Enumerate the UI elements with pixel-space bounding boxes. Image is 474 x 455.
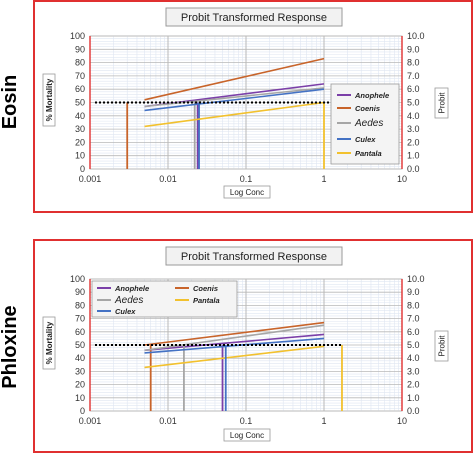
phloxine-y-tick-label-left: 0 bbox=[80, 406, 85, 416]
eosin-ylabel-right: Probit bbox=[438, 92, 447, 114]
phloxine-y-tick-label-left: 10 bbox=[75, 393, 85, 403]
phloxine-y-tick-label-left: 40 bbox=[75, 353, 85, 363]
eosin-y-tick-label-right: 7.0 bbox=[407, 71, 420, 81]
phloxine-panel-frame bbox=[33, 239, 473, 453]
eosin-y-tick-label-right: 2.0 bbox=[407, 137, 420, 147]
phloxine-legend-box bbox=[91, 280, 238, 318]
phloxine-x-tick-label: 0.001 bbox=[79, 416, 102, 426]
eosin-y-tick-label-right: 4.0 bbox=[407, 111, 420, 121]
phloxine-probit-chart: 0.001 0.01 0.1 1 1001020304050607080901000.0… bbox=[42, 246, 449, 442]
phloxine-y-tick-label-right: 8.0 bbox=[407, 300, 420, 310]
phloxine-y-tick-label-right: 2.0 bbox=[407, 380, 420, 390]
eosin-y-tick-label-right: 8.0 bbox=[407, 58, 420, 68]
phloxine-series-line-culex bbox=[144, 337, 325, 354]
eosin-y-tick-label-right: 3.0 bbox=[407, 124, 420, 134]
phloxine-legend-label-culex: Culex bbox=[115, 307, 136, 316]
eosin-y-tick-label-right: 5.0 bbox=[407, 98, 420, 108]
phloxine-legend-label-pantala: Pantala bbox=[193, 296, 220, 305]
eosin-series-line-coenis bbox=[144, 57, 325, 101]
eosin-ylabel-right-box bbox=[434, 87, 449, 119]
eosin-y-tick-label-left: 50 bbox=[75, 98, 85, 108]
phloxine-y-tick-label-right: 7.0 bbox=[407, 314, 420, 324]
phloxine-y-tick-label-left: 100 bbox=[70, 274, 85, 284]
phloxine-y-tick-label-right: 3.0 bbox=[407, 366, 420, 376]
phloxine-legend-label-aedes: Aedes bbox=[114, 295, 143, 306]
eosin-x-tick-label: 10 bbox=[397, 174, 407, 184]
eosin-x-tick-label: 1 bbox=[321, 174, 326, 184]
eosin-x-tick-label: 0.01 bbox=[159, 174, 177, 184]
phloxine-ylabel-right: Probit bbox=[438, 335, 447, 357]
eosin-y-tick-label-left: 70 bbox=[75, 71, 85, 81]
phloxine-y-tick-label-right: 9.0 bbox=[407, 287, 420, 297]
eosin-xlabel: Log Conc bbox=[230, 188, 264, 197]
phloxine-y-tick-label-right: 0.0 bbox=[407, 406, 420, 416]
phloxine-y-tick-label-right: 10.0 bbox=[407, 274, 425, 284]
eosin-y-tick-label-left: 30 bbox=[75, 124, 85, 134]
phloxine-x-tick-label: 0.01 bbox=[159, 416, 177, 426]
phloxine-y-tick-label-left: 60 bbox=[75, 327, 85, 337]
phloxine-y-tick-label-right: 5.0 bbox=[407, 340, 420, 350]
eosin-ylabel-left-box bbox=[42, 73, 56, 127]
eosin-y-tick-label-left: 100 bbox=[70, 31, 85, 41]
phloxine-y-tick-label-left: 20 bbox=[75, 380, 85, 390]
phloxine-y-tick-label-left: 70 bbox=[75, 314, 85, 324]
eosin-xlabel-box bbox=[223, 185, 271, 199]
eosin-y-tick-label-left: 20 bbox=[75, 137, 85, 147]
eosin-ylabel-left: % Mortality bbox=[45, 78, 54, 121]
phloxine-y-tick-label-left: 80 bbox=[75, 300, 85, 310]
phloxine-xlabel: Log Conc bbox=[230, 431, 264, 440]
phloxine-row-label: Phloxine bbox=[0, 305, 21, 389]
phloxine-ylabel-right-box bbox=[434, 330, 449, 362]
phloxine-y-tick-label-right: 6.0 bbox=[407, 327, 420, 337]
eosin-y-tick-label-left: 60 bbox=[75, 84, 85, 94]
eosin-y-tick-label-left: 40 bbox=[75, 111, 85, 121]
eosin-y-tick-label-left: 80 bbox=[75, 58, 85, 68]
eosin-row-label: Eosin bbox=[0, 74, 21, 130]
phloxine-series-line-aedes bbox=[144, 324, 325, 352]
phloxine-y-tick-label-left: 90 bbox=[75, 287, 85, 297]
eosin-x-tick-label: 0.001 bbox=[79, 174, 102, 184]
phloxine-y-tick-label-left: 50 bbox=[75, 340, 85, 350]
phloxine-series-line-anophele bbox=[144, 333, 325, 352]
eosin-legend-label-pantala: Pantala bbox=[355, 149, 382, 158]
phloxine-legend-label-anophele: Anophele bbox=[114, 284, 149, 293]
phloxine-x-tick-label: 1 bbox=[321, 416, 326, 426]
eosin-y-tick-label-left: 10 bbox=[75, 151, 85, 161]
phloxine-y-tick-label-left: 30 bbox=[75, 366, 85, 376]
phloxine-xlabel-box bbox=[223, 428, 271, 442]
eosin-series-line-aedes bbox=[144, 87, 325, 108]
eosin-x-tick-label: 0.1 bbox=[240, 174, 253, 184]
phloxine-y-tick-label-right: 4.0 bbox=[407, 353, 420, 363]
eosin-chart-title: Probit Transformed Response bbox=[181, 12, 327, 24]
phloxine-title-box bbox=[165, 246, 343, 266]
phloxine-ylabel-left: % Mortality bbox=[45, 321, 54, 364]
eosin-title-box bbox=[165, 7, 343, 27]
eosin-panel-frame bbox=[33, 0, 473, 213]
eosin-series-line-pantala bbox=[144, 101, 325, 128]
eosin-legend-label-culex: Culex bbox=[355, 135, 376, 144]
phloxine-ylabel-left-box bbox=[42, 316, 56, 370]
phloxine-x-tick-label: 10 bbox=[397, 416, 407, 426]
eosin-legend-label-anophele: Anophele bbox=[354, 91, 389, 100]
eosin-legend-label-aedes: Aedes bbox=[354, 118, 383, 129]
phloxine-x-tick-label: 0.1 bbox=[240, 416, 253, 426]
eosin-y-tick-label-right: 10.0 bbox=[407, 31, 425, 41]
eosin-y-tick-label-right: 6.0 bbox=[407, 84, 420, 94]
eosin-legend-label-coenis: Coenis bbox=[355, 104, 380, 113]
eosin-y-tick-label-left: 90 bbox=[75, 44, 85, 54]
eosin-y-tick-label-left: 0 bbox=[80, 164, 85, 174]
phloxine-series-line-coenis bbox=[144, 321, 325, 346]
eosin-y-tick-label-right: 9.0 bbox=[407, 44, 420, 54]
eosin-y-tick-label-right: 1.0 bbox=[407, 151, 420, 161]
eosin-probit-chart: 0.001 0.01 0.1 1 1001020304050607080901000.0… bbox=[42, 7, 449, 199]
eosin-series-line-culex bbox=[144, 88, 325, 112]
eosin-y-tick-label-right: 0.0 bbox=[407, 164, 420, 174]
phloxine-legend-label-coenis: Coenis bbox=[193, 284, 218, 293]
phloxine-chart-title: Probit Transformed Response bbox=[181, 251, 327, 263]
phloxine-series-line-pantala bbox=[144, 345, 325, 369]
phloxine-y-tick-label-right: 1.0 bbox=[407, 393, 420, 403]
